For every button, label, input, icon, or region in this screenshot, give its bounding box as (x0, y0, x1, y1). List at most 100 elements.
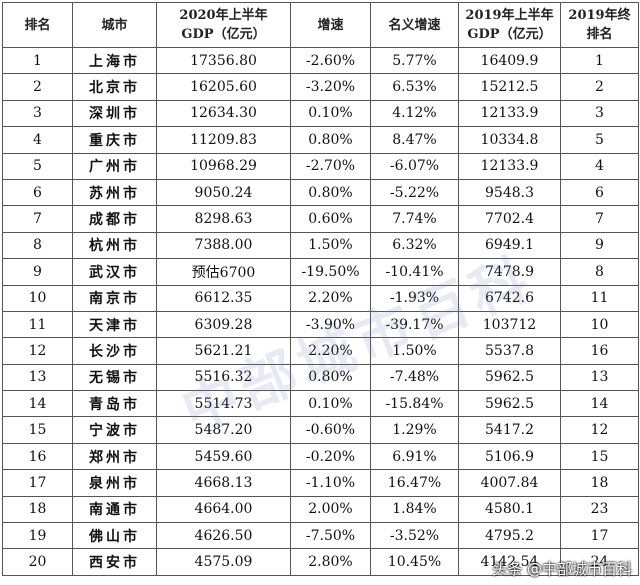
cell-city: 天津市 (72, 310, 157, 339)
cell-growth: -1.10% (290, 469, 371, 497)
cell-nominal-growth: -1.93% (370, 284, 459, 312)
table-row: 2 北京市 16205.60 -3.20% 6.53% 15212.5 2 (2, 73, 639, 101)
table-row: 20 西安市 4575.09 2.80% 10.45% 4142.54 24 (2, 548, 639, 576)
cell-gdp-2020: 5459.60 (156, 442, 291, 471)
cell-rank-2019: 24 (560, 548, 639, 576)
cell-gdp-2019: 9548.3 (458, 178, 561, 207)
cell-gdp-2020: 8298.63 (156, 205, 291, 233)
cell-gdp-2020: 12634.30 (156, 99, 291, 128)
cell-city: 杭州市 (72, 231, 157, 260)
cell-growth: 2.80% (290, 548, 371, 576)
cell-rank-2019: 2 (560, 73, 639, 101)
cell-nominal-growth: -5.22% (370, 178, 459, 207)
cell-city: 泉州市 (72, 469, 157, 497)
cell-rank: 2 (2, 73, 73, 101)
cell-nominal-growth: 1.50% (370, 337, 459, 365)
cell-city: 重庆市 (72, 126, 157, 154)
table-row: 6 苏州市 9050.24 0.80% -5.22% 9548.3 6 (2, 178, 639, 207)
cell-city: 青岛市 (72, 390, 157, 418)
cell-gdp-2020: 预估6700 (156, 258, 291, 286)
cell-growth: -0.60% (290, 416, 371, 444)
cell-gdp-2020: 5621.21 (156, 337, 291, 365)
cell-gdp-2019: 12133.9 (458, 152, 561, 180)
cell-gdp-2019: 5417.2 (458, 416, 561, 444)
cell-gdp-2019: 4142.54 (458, 548, 561, 576)
cell-nominal-growth: 8.47% (370, 126, 459, 154)
cell-rank: 14 (2, 390, 73, 418)
cell-city: 深圳市 (72, 99, 157, 128)
cell-city: 南京市 (72, 284, 157, 312)
table-row: 1 上海市 17356.80 -2.60% 5.77% 16409.9 1 (2, 46, 639, 75)
cell-gdp-2019: 5962.5 (458, 363, 561, 392)
cell-rank: 4 (2, 126, 73, 154)
cell-rank-2019: 23 (560, 495, 639, 524)
cell-rank: 13 (2, 363, 73, 392)
header-rank: 排名 (2, 2, 73, 48)
cell-growth: 2.00% (290, 495, 371, 524)
table-row: 13 无锡市 5516.32 0.80% -7.48% 5962.5 13 (2, 363, 639, 392)
cell-growth: -0.20% (290, 442, 371, 471)
table-row: 18 南通市 4664.00 2.00% 1.84% 4580.1 23 (2, 495, 639, 524)
cell-gdp-2020: 16205.60 (156, 73, 291, 101)
cell-gdp-2020: 17356.80 (156, 46, 291, 75)
header-row: 排名 城市 2020年上半年 GDP（亿元） 增速 名义增速 2019年上半年 … (2, 2, 639, 48)
table-row: 14 青岛市 5514.73 0.10% -15.84% 5962.5 14 (2, 390, 639, 418)
cell-rank-2019: 8 (560, 258, 639, 286)
cell-rank: 10 (2, 284, 73, 312)
cell-nominal-growth: 10.45% (370, 548, 459, 576)
cell-gdp-2019: 4795.2 (458, 522, 561, 550)
cell-city: 郑州市 (72, 442, 157, 471)
gdp-ranking-table: 排名 城市 2020年上半年 GDP（亿元） 增速 名义增速 2019年上半年 … (2, 2, 639, 576)
cell-nominal-growth: -15.84% (370, 390, 459, 418)
cell-city: 南通市 (72, 495, 157, 524)
cell-city: 西安市 (72, 548, 157, 576)
cell-rank-2019: 10 (560, 310, 639, 339)
cell-gdp-2019: 5537.8 (458, 337, 561, 365)
cell-nominal-growth: -7.48% (370, 363, 459, 392)
cell-rank: 12 (2, 337, 73, 365)
cell-rank-2019: 3 (560, 99, 639, 128)
cell-rank: 5 (2, 152, 73, 180)
cell-gdp-2020: 4575.09 (156, 548, 291, 576)
cell-growth: 0.80% (290, 363, 371, 392)
cell-rank: 15 (2, 416, 73, 444)
cell-rank: 3 (2, 99, 73, 128)
table-row: 4 重庆市 11209.83 0.80% 8.47% 10334.8 5 (2, 126, 639, 154)
cell-nominal-growth: 6.91% (370, 442, 459, 471)
cell-rank-2019: 6 (560, 178, 639, 207)
table-row: 5 广州市 10968.29 -2.70% -6.07% 12133.9 4 (2, 152, 639, 180)
cell-growth: -2.70% (290, 152, 371, 180)
cell-gdp-2019: 5106.9 (458, 442, 561, 471)
cell-nominal-growth: -10.41% (370, 258, 459, 286)
cell-gdp-2020: 4668.13 (156, 469, 291, 497)
cell-rank: 7 (2, 205, 73, 233)
cell-gdp-2019: 6742.6 (458, 284, 561, 312)
cell-rank: 6 (2, 178, 73, 207)
cell-gdp-2020: 6309.28 (156, 310, 291, 339)
cell-gdp-2019: 4580.1 (458, 495, 561, 524)
cell-rank-2019: 9 (560, 231, 639, 260)
cell-rank: 1 (2, 46, 73, 75)
cell-growth: 0.10% (290, 99, 371, 128)
cell-city: 北京市 (72, 73, 157, 101)
cell-growth: -3.90% (290, 310, 371, 339)
header-rank-2019: 2019年终 排名 (560, 2, 639, 48)
cell-nominal-growth: 4.12% (370, 99, 459, 128)
table-row: 7 成都市 8298.63 0.60% 7.74% 7702.4 7 (2, 205, 639, 233)
cell-gdp-2019: 103712 (458, 310, 561, 339)
cell-rank: 19 (2, 522, 73, 550)
cell-gdp-2020: 4626.50 (156, 522, 291, 550)
cell-city: 长沙市 (72, 337, 157, 365)
table-row: 10 南京市 6612.35 2.20% -1.93% 6742.6 11 (2, 284, 639, 312)
cell-nominal-growth: 16.47% (370, 469, 459, 497)
cell-rank-2019: 18 (560, 469, 639, 497)
cell-nominal-growth: 7.74% (370, 205, 459, 233)
cell-city: 广州市 (72, 152, 157, 180)
cell-growth: 2.20% (290, 337, 371, 365)
cell-nominal-growth: 6.32% (370, 231, 459, 260)
cell-gdp-2019: 15212.5 (458, 73, 561, 101)
cell-growth: 0.80% (290, 126, 371, 154)
cell-gdp-2020: 11209.83 (156, 126, 291, 154)
cell-rank-2019: 11 (560, 284, 639, 312)
